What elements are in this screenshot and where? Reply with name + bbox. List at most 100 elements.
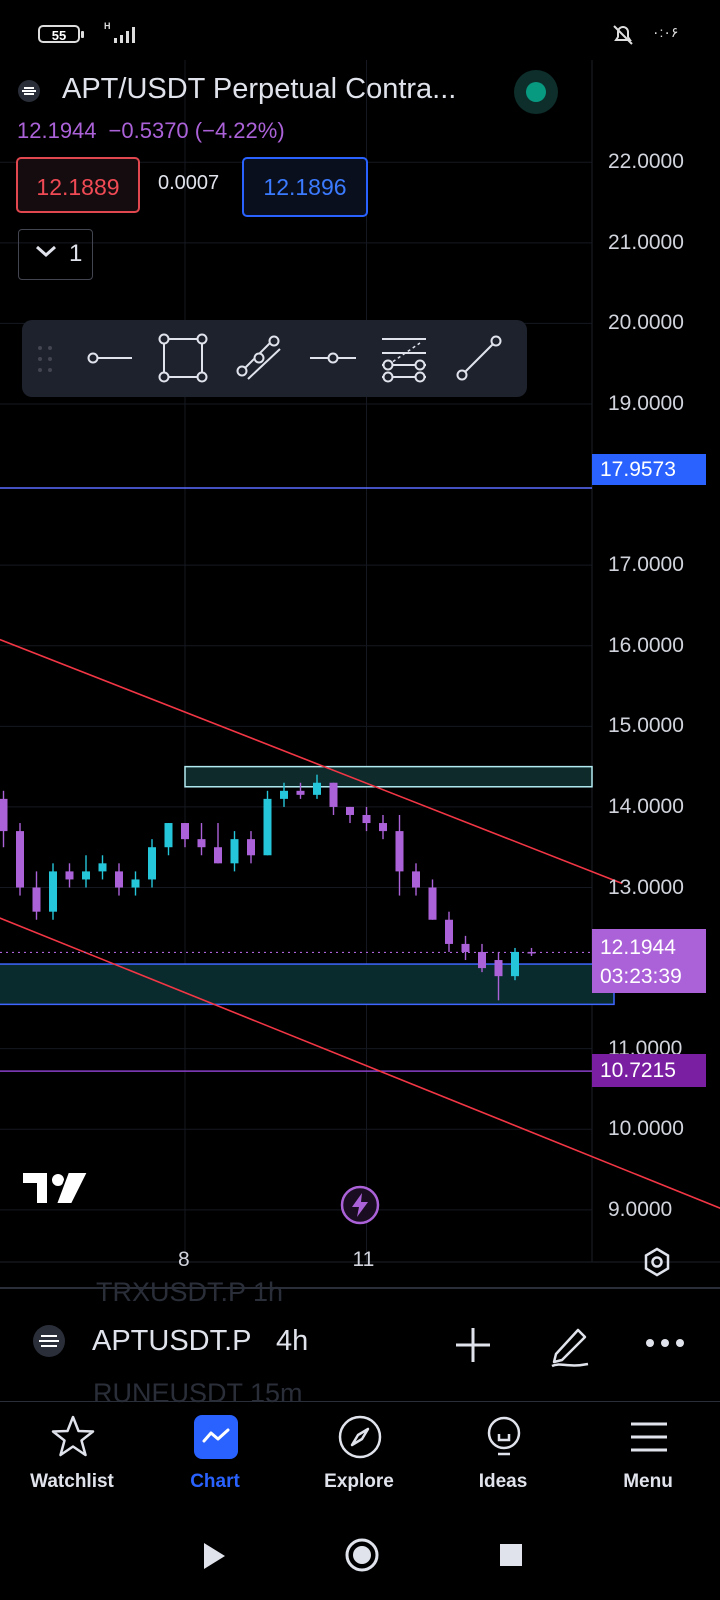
price-tick-label: 14.0000 xyxy=(608,794,684,818)
price-tick-label: 20.0000 xyxy=(608,311,684,335)
candle-body xyxy=(230,839,239,864)
tool-fib-retracement[interactable] xyxy=(378,320,438,397)
chart-settings-icon[interactable] xyxy=(641,1246,673,1278)
nav-ideas[interactable]: Ideas xyxy=(443,1404,563,1504)
parallel-channel-icon xyxy=(236,335,281,380)
ghost-symbol-below: RUNEUSDT 15m xyxy=(93,1378,303,1408)
symbol-name[interactable]: APTUSDT.P xyxy=(92,1325,252,1357)
price-tick-label: 19.0000 xyxy=(608,391,684,415)
nav-explore[interactable]: Explore xyxy=(299,1404,419,1504)
symbol-logo-icon xyxy=(18,80,40,102)
candle-body xyxy=(395,831,404,872)
interval-selector[interactable]: 4h xyxy=(276,1325,309,1357)
bottom-navigation: Watchlist Chart Explore Ideas Menu xyxy=(0,1404,720,1504)
tool-horizontal-line[interactable] xyxy=(306,320,366,397)
candle xyxy=(197,823,206,856)
price-tick-label: 10.0000 xyxy=(608,1117,684,1141)
candle-body xyxy=(0,798,8,832)
buy-button[interactable]: 12.1896 xyxy=(242,157,368,217)
candle-body xyxy=(478,951,486,969)
symbol-icon[interactable] xyxy=(32,1324,66,1363)
price-summary: 12.1944 −0.5370 (−4.22%) xyxy=(17,118,297,144)
more-icon[interactable] xyxy=(645,1338,685,1348)
candle-body xyxy=(214,847,222,864)
price-tick-label: 22.0000 xyxy=(608,150,684,174)
network-type: H xyxy=(104,21,111,31)
candle xyxy=(511,947,519,981)
candle-body xyxy=(148,847,156,880)
chevron-down-icon xyxy=(36,245,56,258)
tradingview-logo xyxy=(21,1171,90,1205)
flash-icon[interactable] xyxy=(340,1185,380,1225)
price-tick-label: 13.0000 xyxy=(608,875,684,899)
candle-body xyxy=(511,951,519,977)
tool-parallel-channel[interactable] xyxy=(232,320,292,397)
candle-body xyxy=(98,863,107,872)
candle-body xyxy=(164,823,173,848)
drag-handle-icon xyxy=(38,346,52,372)
candle-body xyxy=(346,806,354,815)
price-tick-label: 21.0000 xyxy=(608,230,684,254)
candle-body xyxy=(181,823,189,840)
candle xyxy=(329,782,338,815)
trend-line xyxy=(0,638,623,885)
signal-icon xyxy=(114,27,135,43)
lower-line-price-tag: 10.7215 xyxy=(592,1054,706,1087)
candle-body xyxy=(32,887,41,912)
spread-value: 0.0007 xyxy=(158,172,220,194)
price-zone-rectangle xyxy=(184,765,593,788)
candle xyxy=(346,806,354,824)
tool-horizontal-ray[interactable] xyxy=(82,320,142,397)
status-time: ۰:۰۶ xyxy=(652,24,679,40)
candle xyxy=(445,911,453,952)
candle xyxy=(478,943,486,973)
nav-chart[interactable]: Chart xyxy=(155,1404,275,1504)
star-icon xyxy=(51,1415,95,1457)
nav-label: Ideas xyxy=(478,1471,528,1492)
candle-body xyxy=(115,871,123,888)
pen-icon[interactable] xyxy=(548,1322,592,1368)
chart-drawings xyxy=(0,487,720,1210)
candle xyxy=(131,871,140,896)
play-icon[interactable] xyxy=(200,1540,228,1572)
candle-body xyxy=(49,871,57,912)
symbol-title[interactable]: APT/USDT Perpetual Contra... xyxy=(62,73,457,105)
drawing-toolbar xyxy=(22,320,527,397)
nav-menu[interactable]: Menu xyxy=(588,1404,708,1504)
nav-watchlist[interactable]: Watchlist xyxy=(12,1404,132,1504)
candle-body xyxy=(82,871,90,880)
ghost-symbol-above: TRXUSDT.P 1h xyxy=(96,1277,284,1307)
candle xyxy=(280,782,288,807)
rectangle-icon xyxy=(158,333,208,383)
indicators-collapse-button[interactable]: 1 xyxy=(18,229,93,280)
recents-icon[interactable] xyxy=(498,1542,524,1568)
candle xyxy=(49,863,57,920)
price-zone-rectangle xyxy=(0,963,615,1006)
candles xyxy=(0,774,536,1001)
bell-muted-icon xyxy=(613,25,633,45)
candle xyxy=(148,839,156,888)
sell-button[interactable]: 12.1889 xyxy=(16,157,140,213)
home-icon[interactable] xyxy=(343,1536,381,1574)
candle-body xyxy=(16,831,24,888)
nav-label: Chart xyxy=(190,1471,240,1492)
trend-line xyxy=(0,917,720,1210)
price-chart[interactable] xyxy=(0,60,720,1285)
toolbar-drag-handle[interactable] xyxy=(34,320,58,397)
candle xyxy=(379,814,387,840)
bar-countdown: 03:23:39 xyxy=(600,965,682,988)
candle-body xyxy=(412,871,420,888)
plus-icon[interactable] xyxy=(455,1327,491,1363)
tool-trend-line[interactable] xyxy=(452,320,512,397)
candle xyxy=(362,806,371,832)
fib-retracement-icon xyxy=(382,338,426,383)
chart-grid xyxy=(0,60,720,1263)
price-tick-label: 9.0000 xyxy=(608,1197,673,1221)
candle xyxy=(395,814,404,896)
candle xyxy=(32,871,41,920)
current-price-label: 12.1944 xyxy=(600,936,676,959)
market-status-button[interactable] xyxy=(514,70,558,114)
lightbulb-icon xyxy=(487,1416,521,1456)
tool-rectangle[interactable] xyxy=(156,320,216,397)
candle xyxy=(313,774,321,799)
